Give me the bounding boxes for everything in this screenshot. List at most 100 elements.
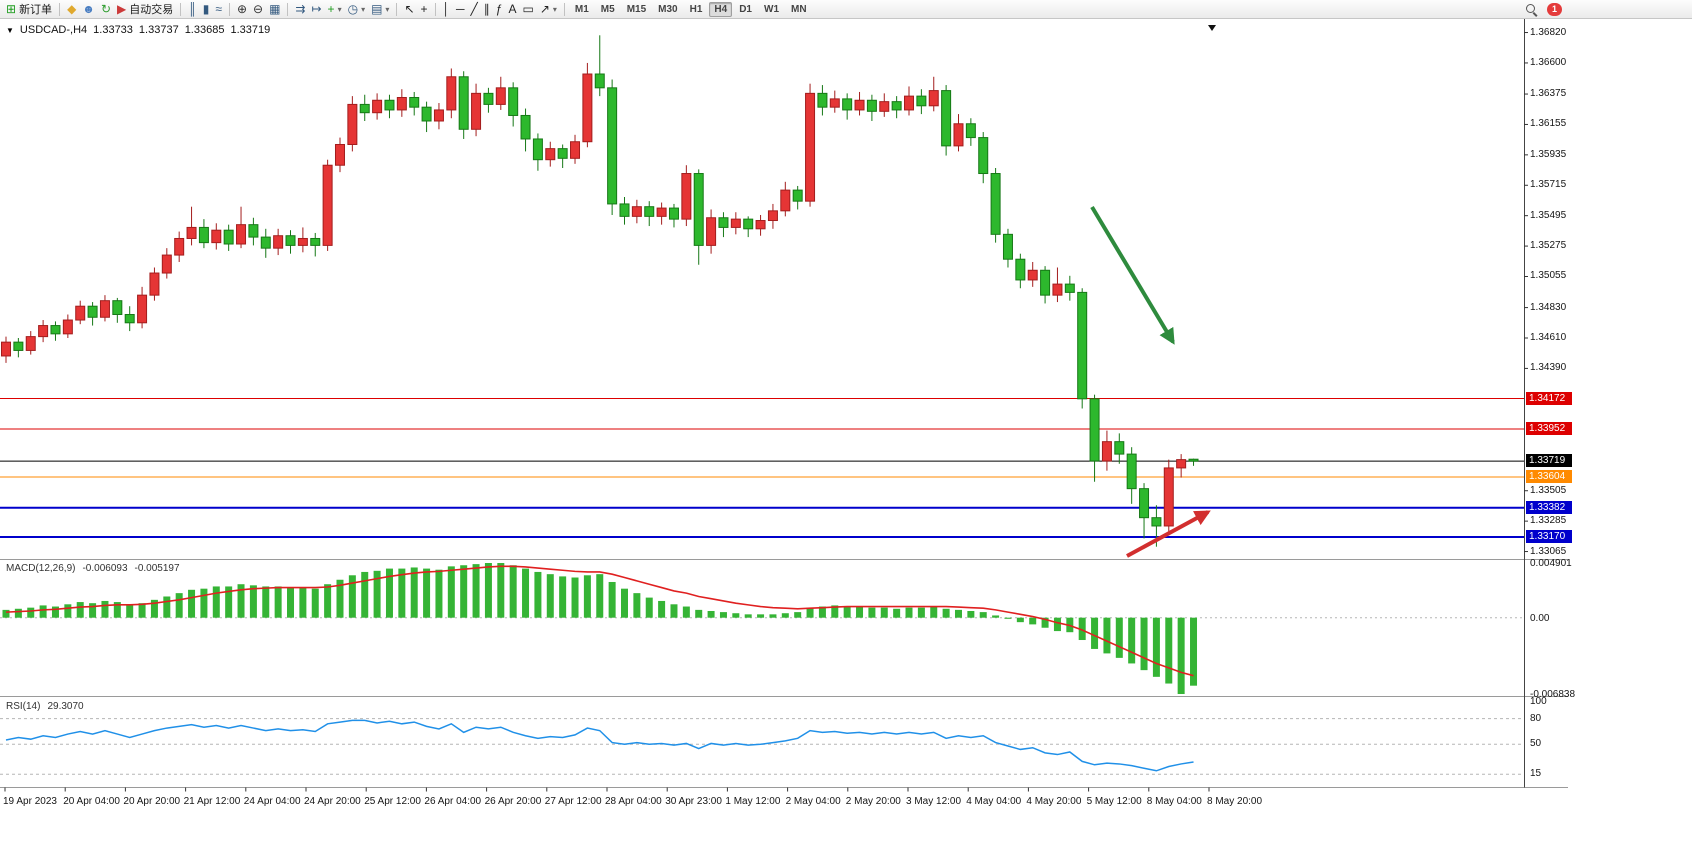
- macd-histogram-bar: [905, 607, 913, 618]
- macd-histogram-bar: [967, 610, 975, 618]
- horizontal-line-icon: ─: [456, 1, 465, 16]
- candle-body: [1139, 488, 1150, 519]
- tile-windows-button[interactable]: ▦: [266, 1, 283, 18]
- channel-button[interactable]: ∥: [481, 1, 493, 18]
- candle-body: [607, 87, 618, 205]
- macd-histogram-bar: [1115, 617, 1123, 658]
- macd-histogram-bar: [460, 565, 468, 618]
- notification-badge[interactable]: 1: [1547, 3, 1562, 16]
- zoom-out-button[interactable]: ⊖: [250, 1, 266, 18]
- fibonacci-icon: ƒ: [495, 1, 503, 16]
- shapes-button[interactable]: ↗ ▾: [537, 1, 560, 18]
- chart-shift-button[interactable]: ↦: [308, 1, 324, 18]
- macd-histogram-bar: [509, 565, 517, 618]
- macd-histogram-bar: [225, 586, 233, 618]
- candle-body: [829, 98, 840, 108]
- macd-histogram-bar: [930, 606, 938, 618]
- macd-histogram-bar: [1190, 617, 1198, 686]
- candle-body: [25, 336, 36, 351]
- candle-body: [817, 92, 828, 108]
- macd-histogram-bar: [818, 606, 826, 618]
- bearish-trend-arrow[interactable]: [1090, 205, 1175, 345]
- price-axis[interactable]: [1525, 19, 1585, 787]
- chart-area: ▼ USDCAD-,H4 1.33733 1.33737 1.33685 1.3…: [0, 19, 1692, 851]
- macd-histogram-bar: [2, 609, 10, 618]
- text-button[interactable]: A: [505, 1, 519, 18]
- time-axis[interactable]: [0, 788, 1524, 813]
- metaquotes-icon: ◆: [67, 1, 77, 16]
- rsi-value: 29.3070: [47, 701, 84, 712]
- candle-body: [334, 143, 345, 166]
- timeframe-m1[interactable]: M1: [574, 3, 589, 15]
- zoom-in-button[interactable]: ⊕: [234, 1, 250, 18]
- macd-main-value: -0.006093: [82, 563, 128, 574]
- macd-histogram-bar: [274, 586, 282, 618]
- chart-shift-marker[interactable]: [1208, 25, 1216, 31]
- timeframe-m15[interactable]: M15: [626, 3, 647, 15]
- bullish-reversal-arrow[interactable]: [1126, 510, 1211, 558]
- candle-body: [1151, 517, 1162, 527]
- chevron-down-icon: ▾: [361, 4, 366, 14]
- macd-histogram-bar: [559, 576, 567, 618]
- macd-histogram-bar: [324, 584, 332, 618]
- fibonacci-button[interactable]: ƒ: [493, 1, 506, 18]
- candle-body: [396, 96, 407, 111]
- candle-body: [124, 313, 135, 324]
- timeframe-h4[interactable]: H4: [709, 1, 733, 17]
- cursor-button[interactable]: ↖: [401, 1, 417, 18]
- vertical-line-icon: │: [442, 1, 451, 16]
- horizontal-line-button[interactable]: ─: [453, 1, 468, 18]
- macd-histogram-bar: [373, 570, 381, 618]
- trendline-button[interactable]: ╱: [468, 1, 481, 18]
- chart-canvas[interactable]: [0, 19, 1692, 851]
- auto-scroll-icon: ⇉: [295, 1, 306, 16]
- candle-body: [1052, 283, 1063, 296]
- periods-button[interactable]: ◷ ▾: [345, 1, 369, 18]
- templates-button[interactable]: ▤ ▾: [368, 1, 392, 18]
- timeframe-mn[interactable]: MN: [791, 3, 807, 15]
- macd-histogram-bar: [893, 608, 901, 618]
- metaquotes-button[interactable]: ◆: [64, 1, 79, 18]
- candle-body: [137, 294, 148, 324]
- macd-histogram-bar: [1078, 617, 1086, 641]
- line-chart-button[interactable]: ≈: [212, 1, 225, 18]
- chart-header: ▼ USDCAD-,H4 1.33733 1.33737 1.33685 1.3…: [6, 24, 270, 36]
- candle-body: [681, 173, 692, 220]
- community-button[interactable]: ☻: [79, 1, 98, 18]
- macd-histogram-bar: [992, 615, 1000, 618]
- refresh-button[interactable]: ↻: [98, 1, 114, 18]
- text-label-icon: ▭: [522, 1, 534, 16]
- candle-body: [62, 319, 73, 335]
- timeframe-w1[interactable]: W1: [764, 3, 779, 15]
- candle-chart-icon: ▮: [202, 1, 210, 16]
- new-order-button[interactable]: ⊞ 新订单: [3, 1, 55, 18]
- vertical-line-button[interactable]: │: [440, 1, 454, 18]
- timeframe-d1[interactable]: D1: [739, 3, 752, 15]
- new-order-button-label: 新订单: [19, 4, 53, 16]
- macd-histogram-bar: [175, 593, 183, 618]
- macd-histogram-bar: [76, 602, 84, 618]
- timeframe-m30[interactable]: M30: [658, 3, 678, 15]
- auto-scroll-button[interactable]: ⇉: [292, 1, 308, 18]
- crosshair-button[interactable]: +: [418, 1, 431, 18]
- search-icon[interactable]: [1526, 3, 1538, 16]
- candle-body: [174, 237, 185, 256]
- bar-chart-button[interactable]: ║: [185, 1, 200, 18]
- macd-histogram-bar: [200, 588, 208, 618]
- macd-histogram-bar: [719, 612, 727, 618]
- macd-histogram-bar: [423, 568, 431, 618]
- candle-body: [842, 98, 853, 111]
- timeframe-m5[interactable]: M5: [600, 3, 615, 15]
- ohlc-high: 1.33737: [138, 24, 179, 36]
- macd-histogram-bar: [732, 613, 740, 618]
- candle-chart-button[interactable]: ▮: [200, 1, 213, 18]
- indicators-button[interactable]: + ▾: [325, 1, 345, 18]
- refresh-icon: ↻: [100, 1, 111, 16]
- bar-chart-icon: ║: [188, 1, 197, 16]
- text-label-button[interactable]: ▭: [519, 1, 536, 18]
- macd-histogram-bar: [831, 605, 839, 618]
- collapse-icon[interactable]: ▼: [6, 25, 14, 35]
- autotrading-button[interactable]: ▶ 自动交易: [114, 1, 176, 18]
- candle-body: [953, 123, 964, 147]
- timeframe-h1[interactable]: H1: [689, 3, 703, 15]
